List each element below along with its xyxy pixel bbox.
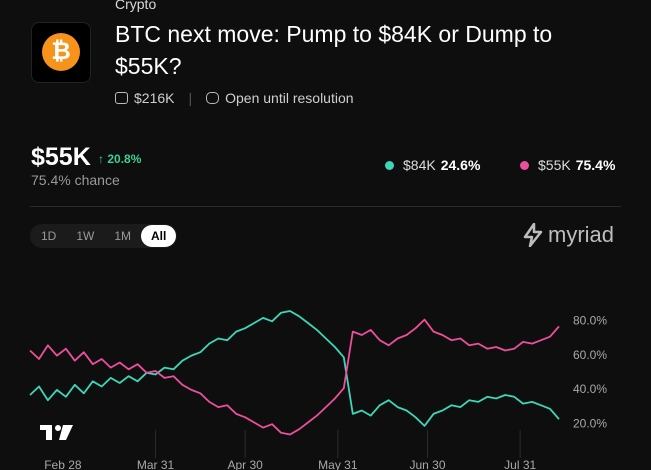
x-tick-label: Apr 30 (228, 458, 264, 470)
meta-row: $216K | Open until resolution (115, 90, 354, 106)
range-button[interactable]: 1M (114, 229, 132, 243)
category: Crypto (115, 0, 157, 12)
legend-item: $84K 24.6% (385, 157, 480, 173)
legend-label: $84K (403, 157, 436, 173)
series-line (29, 318, 560, 436)
price: $55K (31, 143, 91, 171)
legend-label: $55K (538, 157, 571, 173)
brand-name: myriad (548, 222, 615, 247)
brand-logo (523, 223, 543, 247)
series-line (29, 310, 560, 427)
change: ↑ 20.8% (98, 152, 142, 166)
chance: 75.4% chance (31, 172, 120, 188)
legend-value: 24.6% (440, 157, 481, 173)
x-tick-label: Jun 30 (409, 458, 445, 470)
tv-logo (40, 425, 73, 440)
market-icon: ₿ (31, 22, 91, 83)
range-selector: 1D 1W 1M All (30, 224, 178, 248)
y-tick-label: 60.0% (573, 348, 607, 362)
x-tick-label: Jul 31 (504, 458, 536, 470)
range-button[interactable]: 1W (76, 229, 95, 243)
volume: $216K (134, 90, 175, 106)
chart: 20.0% 40.0% 60.0% 80.0% Feb 28 Mar 31 Apr 30 Ma… (29, 310, 607, 470)
divider (30, 206, 621, 207)
x-tick-label: Mar 31 (137, 458, 175, 470)
legend-item: $55K 75.4% (520, 157, 615, 173)
y-tick-label: 80.0% (573, 313, 607, 327)
legend-value: 75.4% (575, 157, 616, 173)
x-tick-label: May 31 (318, 458, 358, 470)
status: Open until resolution (225, 90, 354, 106)
x-tick-label: Feb 28 (44, 458, 82, 470)
range-button[interactable]: All (141, 225, 177, 247)
brand: myriad (522, 222, 614, 248)
y-tick-label: 20.0% (573, 416, 607, 430)
y-tick-label: 40.0% (573, 382, 607, 396)
range-button[interactable]: 1D (41, 229, 57, 243)
change-value: 20.8% (107, 152, 142, 166)
market-title: BTC next move: Pump to $84K or Dump to $… (115, 21, 553, 79)
